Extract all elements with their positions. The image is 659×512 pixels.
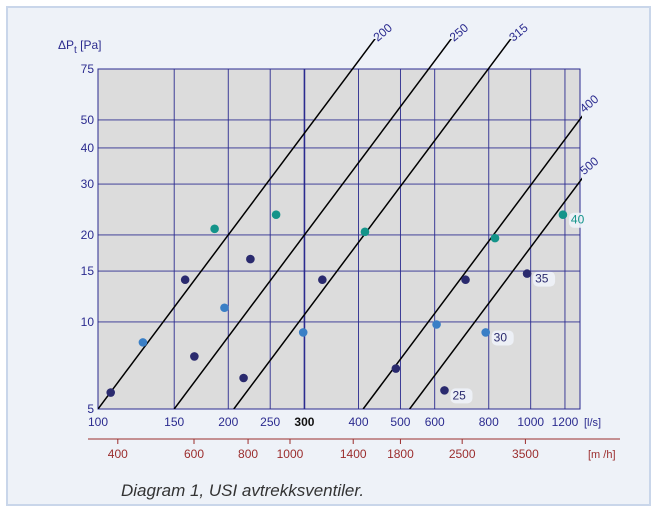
data-point	[106, 388, 116, 397]
series-line	[362, 115, 582, 409]
point-label: 35	[535, 272, 549, 286]
x-tick-label: 250	[260, 415, 280, 429]
y-tick-label: 10	[81, 315, 95, 329]
data-point	[220, 303, 229, 313]
y-tick-label: 15	[81, 264, 95, 278]
x-tick-label: 1000	[517, 415, 544, 429]
data-point	[190, 352, 199, 361]
series-line	[409, 177, 582, 409]
data-point	[239, 373, 248, 383]
x2-tick-label: 1800	[387, 447, 414, 461]
x-tick-label: 600	[425, 415, 445, 429]
data-point	[271, 210, 281, 220]
series-line	[233, 39, 512, 409]
x2-tick-label: 800	[238, 447, 258, 461]
x2-tick-label: 3500	[512, 447, 539, 461]
x-tick-label: 100	[88, 415, 108, 429]
x-tick-label: 300	[294, 415, 314, 429]
data-point	[461, 275, 470, 285]
x-tick-label: 800	[479, 415, 499, 429]
series-label: 500	[577, 154, 602, 178]
point-label-bg	[450, 388, 473, 404]
point-label: 40	[571, 213, 585, 227]
y-axis-title: ΔPt [Pa]	[58, 38, 102, 56]
data-point	[391, 364, 401, 373]
data-point	[180, 275, 190, 285]
y-tick-label: 20	[81, 228, 95, 242]
data-point	[432, 320, 441, 329]
x-tick-label: 500	[390, 415, 410, 429]
x2-tick-label: 400	[108, 447, 128, 461]
point-label-bg	[533, 271, 556, 287]
x2-tick-label: 2500	[449, 447, 476, 461]
data-point	[318, 275, 327, 285]
data-point	[298, 328, 308, 337]
point-label-bg	[568, 212, 591, 228]
chart-caption: Diagram 1, USI avtrekksventiler.	[121, 481, 365, 500]
point-label: 30	[494, 330, 508, 344]
x2-axis-unit: [m /h]	[588, 449, 616, 461]
x-axis-unit: [l/s]	[584, 417, 601, 429]
series-label: 400	[577, 92, 602, 116]
data-point	[138, 338, 148, 347]
y-tick-label: 30	[81, 177, 95, 191]
y-tick-label: 5	[87, 402, 94, 416]
series-line	[173, 39, 453, 409]
x-tick-label: 400	[348, 415, 368, 429]
chart: 200 250 31540050025303540510152030405075ΔP…	[58, 21, 620, 461]
data-point	[481, 328, 490, 337]
data-point	[360, 227, 370, 237]
point-label-bg	[491, 330, 514, 346]
x-tick-label: 150	[164, 415, 184, 429]
data-point	[440, 386, 449, 395]
data-point	[210, 224, 219, 234]
series-line	[98, 39, 376, 409]
data-point	[246, 254, 255, 264]
point-label: 25	[452, 388, 466, 402]
y-tick-label: 50	[81, 113, 95, 127]
y-tick-label: 75	[81, 62, 95, 76]
data-point	[558, 210, 568, 220]
x-tick-label: 200	[218, 415, 238, 429]
y-tick-label: 40	[81, 141, 95, 155]
plot-area	[98, 69, 580, 409]
plot-border	[97, 68, 581, 410]
x2-tick-label: 1000	[277, 447, 304, 461]
x2-tick-label: 1400	[340, 447, 367, 461]
x2-tick-label: 600	[184, 447, 204, 461]
data-point	[522, 269, 532, 278]
x-tick-label: 1200	[552, 415, 579, 429]
data-point	[490, 233, 500, 243]
chart-frame: 200 250 315 400 500 25 30 35 40 5 10 15 20 30 40 50 75 ΔP…	[6, 6, 651, 506]
